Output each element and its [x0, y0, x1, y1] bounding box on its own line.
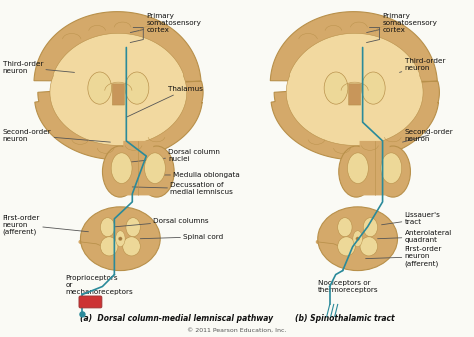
Ellipse shape	[116, 231, 125, 247]
Ellipse shape	[337, 237, 355, 256]
Ellipse shape	[337, 218, 352, 237]
Ellipse shape	[324, 72, 348, 104]
Polygon shape	[50, 33, 187, 145]
Text: Dorsal column
nuclei: Dorsal column nuclei	[130, 149, 220, 162]
Ellipse shape	[145, 153, 165, 183]
Polygon shape	[270, 12, 439, 160]
Polygon shape	[286, 33, 423, 145]
Text: Primary
somatosensory
cortex: Primary somatosensory cortex	[130, 12, 201, 33]
Ellipse shape	[111, 153, 132, 183]
FancyBboxPatch shape	[360, 141, 390, 195]
FancyBboxPatch shape	[123, 141, 153, 195]
Text: Third-order
neuron: Third-order neuron	[400, 58, 445, 72]
Ellipse shape	[375, 146, 410, 197]
Text: © 2011 Pearson Education, Inc.: © 2011 Pearson Education, Inc.	[187, 328, 287, 333]
Ellipse shape	[123, 237, 140, 256]
Text: (b) Spinothalamic tract: (b) Spinothalamic tract	[295, 314, 394, 323]
Polygon shape	[34, 12, 203, 160]
Ellipse shape	[353, 231, 363, 247]
Text: First-order
neuron
(afferent): First-order neuron (afferent)	[3, 215, 89, 235]
Text: Nociceptors or
thermoreceptors: Nociceptors or thermoreceptors	[318, 280, 378, 293]
Text: (a)  Dorsal column-medial lemniscal pathway: (a) Dorsal column-medial lemniscal pathw…	[81, 314, 273, 323]
Text: Anterolateral
quadrant: Anterolateral quadrant	[378, 230, 452, 243]
Ellipse shape	[347, 153, 368, 183]
Circle shape	[80, 312, 85, 317]
Ellipse shape	[81, 207, 160, 271]
Text: Proprioceptors
or
mechanoreceptors: Proprioceptors or mechanoreceptors	[65, 275, 133, 295]
Text: Second-order
neuron: Second-order neuron	[402, 129, 453, 142]
Text: Third-order
neuron: Third-order neuron	[3, 61, 74, 74]
Text: Spinal cord: Spinal cord	[140, 234, 223, 240]
Text: Thalamus: Thalamus	[127, 86, 203, 117]
Ellipse shape	[88, 72, 111, 104]
FancyBboxPatch shape	[112, 84, 124, 105]
Ellipse shape	[363, 218, 378, 237]
Ellipse shape	[100, 218, 115, 237]
FancyBboxPatch shape	[349, 84, 361, 105]
Ellipse shape	[381, 153, 401, 183]
Circle shape	[118, 237, 122, 241]
Ellipse shape	[102, 146, 137, 197]
Ellipse shape	[362, 72, 385, 104]
Text: Decussation of
medial lemniscus: Decussation of medial lemniscus	[132, 182, 233, 195]
Text: Medulla oblongata: Medulla oblongata	[157, 172, 240, 178]
Ellipse shape	[360, 237, 378, 256]
Text: Dorsal columns: Dorsal columns	[115, 218, 209, 227]
Ellipse shape	[125, 72, 149, 104]
Ellipse shape	[339, 146, 374, 197]
Ellipse shape	[318, 207, 398, 271]
Text: Primary
somatosensory
cortex: Primary somatosensory cortex	[366, 12, 438, 33]
Text: First-order
neuron
(afferent): First-order neuron (afferent)	[365, 246, 442, 267]
Ellipse shape	[126, 218, 140, 237]
Ellipse shape	[139, 146, 174, 197]
Circle shape	[356, 237, 359, 241]
Text: Second-order
neuron: Second-order neuron	[3, 129, 110, 142]
Text: Lissauer's
tract: Lissauer's tract	[382, 212, 440, 225]
FancyBboxPatch shape	[79, 296, 102, 308]
Ellipse shape	[100, 237, 118, 256]
